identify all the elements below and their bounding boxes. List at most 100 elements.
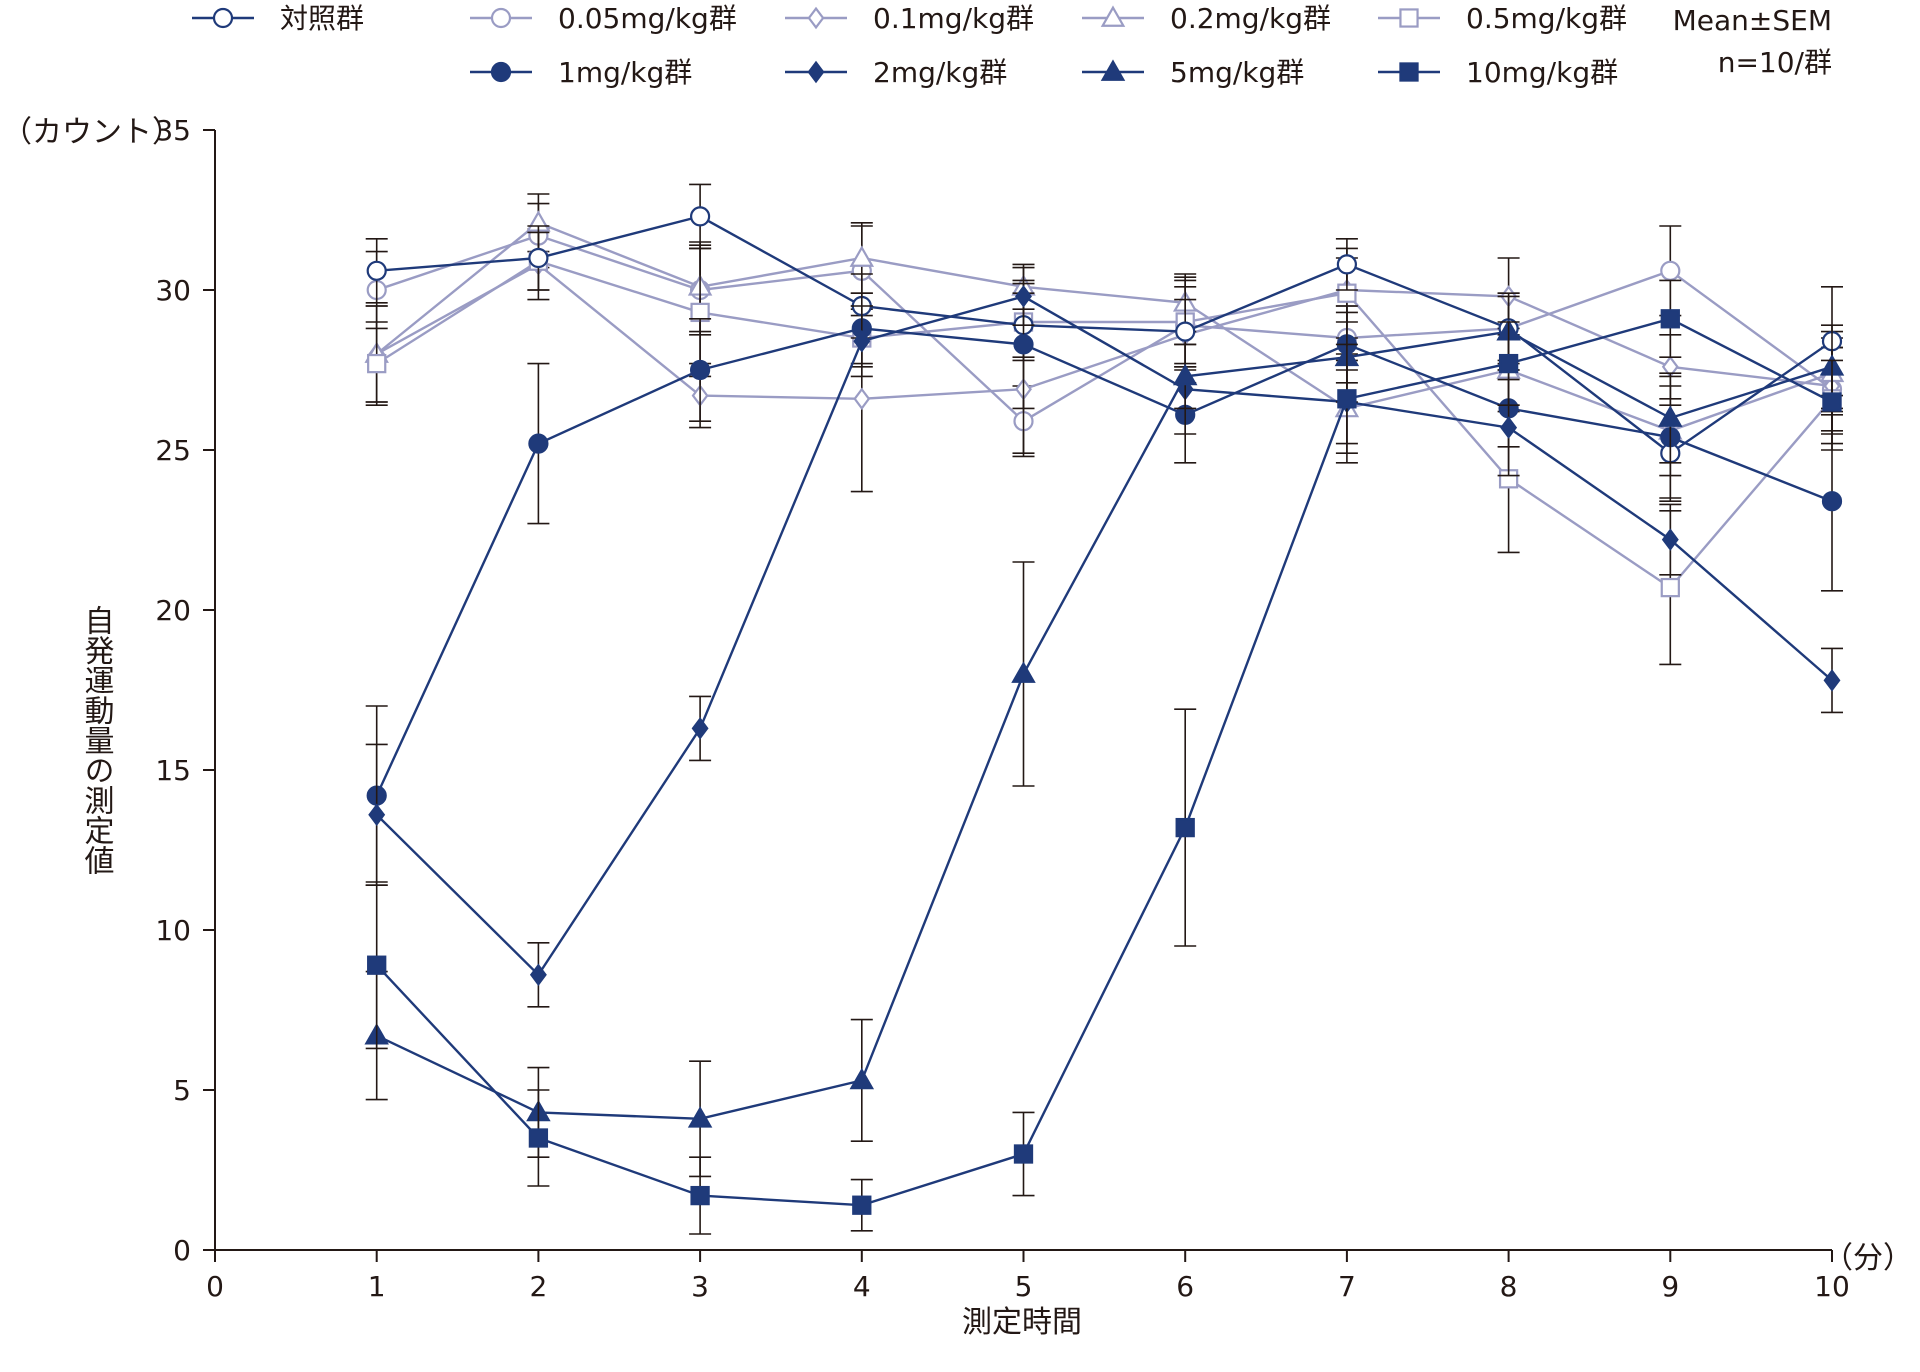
- stat-note: Mean±SEM: [1673, 4, 1832, 37]
- data-point: [849, 245, 875, 267]
- data-point: [1013, 1144, 1034, 1164]
- y-tick-label: 35: [155, 114, 191, 147]
- legend-marker: [807, 60, 825, 84]
- x-tick-label: 5: [1015, 1270, 1033, 1303]
- x-tick-label: 1: [368, 1270, 386, 1303]
- data-point: [1172, 363, 1198, 386]
- series-3: [365, 228, 1843, 493]
- x-tick-label: 2: [529, 1270, 547, 1303]
- legend-marker: [212, 7, 234, 29]
- data-point: [1661, 528, 1679, 551]
- data-point: [1013, 334, 1034, 355]
- legend-entry-4: 0.2mg/kg群: [1082, 2, 1331, 35]
- data-point: [367, 353, 387, 374]
- data-point: [1011, 661, 1036, 683]
- y-tick-label: 0: [173, 1234, 191, 1267]
- legend-entry-6: 1mg/kg群: [470, 56, 692, 89]
- legend-marker: [1100, 59, 1126, 81]
- series-6: [365, 279, 1843, 887]
- data-point: [1658, 405, 1683, 427]
- x-tick-label: 3: [691, 1270, 709, 1303]
- legend-entry-1: 対照群: [192, 2, 364, 35]
- x-tick-label: 6: [1176, 1270, 1194, 1303]
- series-line: [375, 221, 1833, 433]
- legend-marker: [490, 61, 512, 83]
- data-point: [1498, 353, 1519, 374]
- data-point: [1660, 309, 1680, 329]
- legend-marker: [1100, 5, 1126, 27]
- axes: 0 5 10 15 20 25 30 35 0 1 2 3 4 5 6 7 8 9 10: [155, 114, 1849, 1303]
- legend: 対照群 0.05mg/kg群 0.1mg/kg群 0.2mg/kg群 0.5mg/kg群…: [192, 2, 1627, 89]
- legend-marker: [1399, 8, 1419, 28]
- x-tick-label: 7: [1338, 1270, 1356, 1303]
- data-point: [687, 1106, 713, 1128]
- series-8: [364, 292, 1845, 1178]
- legend-marker: [1399, 62, 1419, 82]
- x-tick-label: 8: [1500, 1270, 1518, 1303]
- x-tick-label: 4: [853, 1270, 871, 1303]
- series-line: [376, 234, 1833, 423]
- legend-entry-3: 0.1mg/kg群: [785, 2, 1034, 35]
- data-point: [1337, 389, 1357, 409]
- data-point: [528, 433, 549, 454]
- series-line: [375, 327, 1833, 797]
- data-point: [1821, 491, 1843, 512]
- series-line: [376, 262, 1833, 401]
- data-point: [1175, 817, 1195, 838]
- legend-entry-2: 0.05mg/kg群: [470, 2, 737, 35]
- y-axis-unit: （カウント）: [2, 115, 182, 150]
- data-point: [1175, 321, 1196, 342]
- x-tick-label: 9: [1661, 1270, 1679, 1303]
- legend-label: 0.1mg/kg群: [873, 2, 1034, 35]
- series-layer: [364, 183, 1845, 1235]
- y-tick-label: 20: [155, 594, 191, 627]
- legend-label: 対照群: [280, 2, 364, 35]
- legend-entry-5: 0.5mg/kg群: [1378, 2, 1627, 35]
- data-point: [853, 387, 871, 411]
- data-point: [1500, 416, 1518, 439]
- data-point: [1823, 669, 1841, 692]
- series-line: [376, 330, 1833, 1121]
- y-tick-label: 10: [155, 914, 191, 947]
- data-point: [689, 359, 711, 381]
- legend-entry-7: 2mg/kg群: [785, 56, 1007, 89]
- x-axis-title: 測定時間: [962, 1305, 1082, 1340]
- legend-entry-9: 10mg/kg群: [1378, 56, 1618, 89]
- legend-label: 0.05mg/kg群: [558, 2, 737, 35]
- data-point: [849, 1067, 875, 1090]
- series-line: [376, 259, 1833, 590]
- legend-label: 0.5mg/kg群: [1466, 2, 1627, 35]
- data-point: [528, 1128, 549, 1148]
- data-point: [689, 206, 711, 227]
- data-point: [1660, 577, 1680, 598]
- x-tick-label: 10: [1814, 1270, 1850, 1303]
- legend-marker: [807, 6, 825, 30]
- series-5: [365, 231, 1843, 666]
- data-point: [691, 717, 709, 740]
- data-point: [690, 1185, 710, 1206]
- sample-size-note: n=10/群: [1718, 46, 1832, 79]
- data-point: [852, 1195, 872, 1215]
- legend-marker: [490, 7, 512, 29]
- x-tick-label: 0: [206, 1270, 224, 1303]
- series-4: [364, 193, 1845, 477]
- series-line: [376, 215, 1833, 455]
- y-tick-label: 15: [155, 754, 191, 787]
- data-point: [529, 963, 547, 987]
- data-point: [853, 329, 871, 353]
- legend-label: 5mg/kg群: [1170, 56, 1304, 89]
- series-line: [375, 295, 1833, 977]
- data-point: [1015, 285, 1032, 308]
- y-axis-title: 自発運動量の測定値: [79, 605, 115, 875]
- y-tick-label: 5: [173, 1074, 191, 1107]
- legend-label: 10mg/kg群: [1466, 56, 1618, 89]
- data-point: [1822, 392, 1842, 412]
- series-9: [365, 279, 1843, 1235]
- data-point: [367, 955, 387, 975]
- x-axis-unit: （分）: [1823, 1241, 1913, 1276]
- data-point: [1660, 260, 1681, 281]
- legend-entry-8: 5mg/kg群: [1082, 56, 1304, 89]
- legend-label: 2mg/kg群: [873, 56, 1007, 89]
